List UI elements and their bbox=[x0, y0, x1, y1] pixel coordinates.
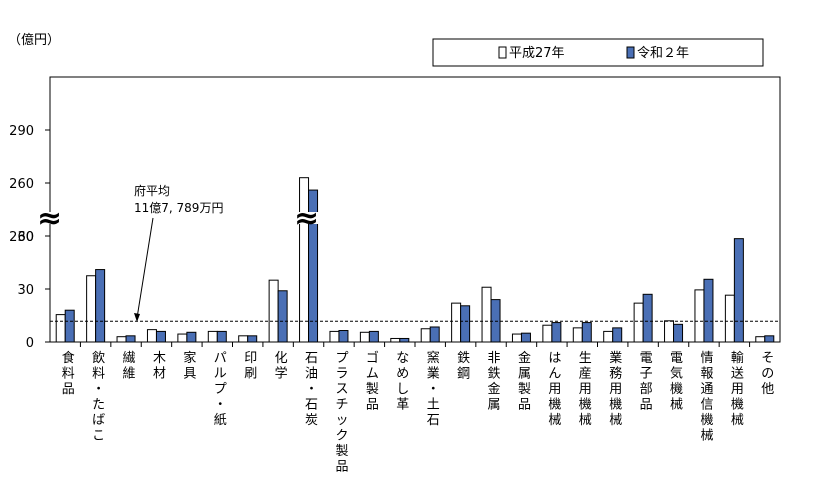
legend-label-series-1: 平成27年 bbox=[509, 46, 565, 61]
bar-series-1 bbox=[116, 336, 127, 343]
bar-series-2 bbox=[673, 323, 684, 343]
bar-series-1 bbox=[664, 320, 675, 343]
bar-series-1 bbox=[724, 294, 735, 343]
plot-frame bbox=[49, 76, 781, 343]
bar-series-1 bbox=[511, 333, 522, 343]
legend-label-series-2: 令和２年 bbox=[637, 46, 689, 61]
bar-series-1 bbox=[633, 302, 644, 343]
legend-swatch-series-2 bbox=[626, 46, 635, 59]
bar-series-1 bbox=[177, 333, 188, 343]
category-label: 繊維 bbox=[123, 350, 136, 382]
bar-series-2 bbox=[277, 290, 288, 343]
category-label: 生産用機械 bbox=[579, 351, 592, 428]
category-label: 鉄鋼 bbox=[457, 351, 470, 382]
bar-series-1 bbox=[238, 335, 249, 343]
axis-break-symbol: ≈ bbox=[37, 201, 62, 236]
category-label: 石油・石炭 bbox=[305, 351, 318, 428]
bar-break-symbol: ≈ bbox=[294, 201, 319, 236]
annotation-arrowhead bbox=[134, 313, 140, 322]
legend-frame bbox=[432, 38, 764, 67]
bar-series-2 bbox=[186, 331, 197, 343]
y-tick-label: 260 bbox=[9, 177, 34, 192]
category-label: 化学 bbox=[275, 351, 288, 382]
bar-series-2 bbox=[642, 293, 653, 343]
bar-series-1 bbox=[542, 324, 553, 343]
y-tick-label: 290 bbox=[9, 124, 34, 139]
bar-series-2 bbox=[764, 335, 775, 343]
bar-series-2 bbox=[520, 332, 531, 343]
category-label: パルプ・紙 bbox=[214, 351, 227, 428]
bar-series-1 bbox=[420, 328, 431, 343]
bar-series-2 bbox=[216, 330, 227, 343]
bar-series-1 bbox=[390, 337, 401, 343]
category-label: 業務用機械 bbox=[609, 350, 622, 428]
category-label: 木材 bbox=[153, 351, 166, 382]
category-label: 食料品 bbox=[62, 350, 75, 397]
annotation-line-1: 府平均 bbox=[134, 183, 170, 198]
category-label: 電気機械 bbox=[670, 351, 683, 413]
category-label: 飲料・たばこ bbox=[92, 350, 105, 444]
category-label: その他 bbox=[761, 351, 774, 397]
category-label: プラスチック製品 bbox=[335, 351, 348, 475]
annotation: 府平均 11億7, 789万円 bbox=[134, 183, 223, 322]
bar-series-1 bbox=[86, 275, 97, 343]
bar-series-1 bbox=[146, 329, 157, 343]
y-tick-label: 60 bbox=[17, 230, 34, 245]
bar-series-2 bbox=[64, 309, 75, 343]
bar-series-2 bbox=[460, 305, 471, 343]
bar-series-2 bbox=[612, 327, 623, 343]
bar-series-1 bbox=[55, 314, 66, 343]
bar-series-2 bbox=[338, 330, 349, 343]
bar-series-2 bbox=[368, 330, 379, 343]
bar-series-2 bbox=[703, 278, 714, 343]
annotation-line-2: 11億7, 789万円 bbox=[134, 201, 223, 215]
category-label: 家具 bbox=[183, 350, 196, 382]
bar-series-1 bbox=[755, 336, 766, 343]
bar-series-2 bbox=[733, 238, 744, 343]
bar-series-2 bbox=[399, 337, 410, 343]
bar-series-2 bbox=[551, 322, 562, 343]
category-label: 金属製品 bbox=[518, 350, 531, 413]
bar-series-1 bbox=[207, 330, 218, 343]
category-label: なめし革 bbox=[396, 351, 409, 413]
bar-series-1 bbox=[572, 327, 583, 343]
bar-series-1 bbox=[481, 286, 492, 343]
bar-series-2 bbox=[125, 335, 136, 343]
category-separators bbox=[79, 342, 751, 347]
category-label: 輸送用機械 bbox=[731, 351, 744, 428]
bar-series-1 bbox=[359, 331, 370, 343]
bar-series-2 bbox=[155, 330, 166, 343]
category-label: 印刷 bbox=[244, 351, 257, 382]
bar-series-2 bbox=[247, 335, 258, 343]
bar-series-1 bbox=[329, 330, 340, 343]
category-label: 電子部品 bbox=[640, 351, 653, 413]
break-gap bbox=[293, 212, 325, 224]
category-label: 情報通信機械 bbox=[700, 351, 713, 444]
legend: 平成27年 令和２年 bbox=[432, 38, 764, 67]
y-tick-label: 30 bbox=[17, 283, 34, 298]
bar-series-1 bbox=[451, 302, 462, 343]
y-tick-label: 230 bbox=[9, 230, 34, 245]
bar-series-1 bbox=[694, 289, 705, 343]
break-gap bbox=[36, 212, 66, 224]
unit-label: （億円） bbox=[8, 32, 60, 48]
axis-breaks: ≈ ≈ bbox=[36, 201, 325, 236]
bar-series-1 bbox=[268, 279, 279, 343]
bar-series-2 bbox=[95, 269, 106, 343]
annotation-arrow bbox=[136, 217, 154, 319]
legend-swatch-series-1 bbox=[498, 46, 507, 59]
bar-series-1 bbox=[603, 330, 614, 343]
category-label: 窯業・土石 bbox=[427, 351, 440, 428]
bar-series-2 bbox=[429, 326, 440, 343]
y-tick-label: 0 bbox=[26, 336, 34, 351]
category-label: ゴム製品 bbox=[366, 350, 379, 413]
category-label: はん用機械 bbox=[548, 351, 561, 428]
category-label: 非鉄金属 bbox=[488, 351, 501, 413]
bar-series-2 bbox=[581, 322, 592, 343]
